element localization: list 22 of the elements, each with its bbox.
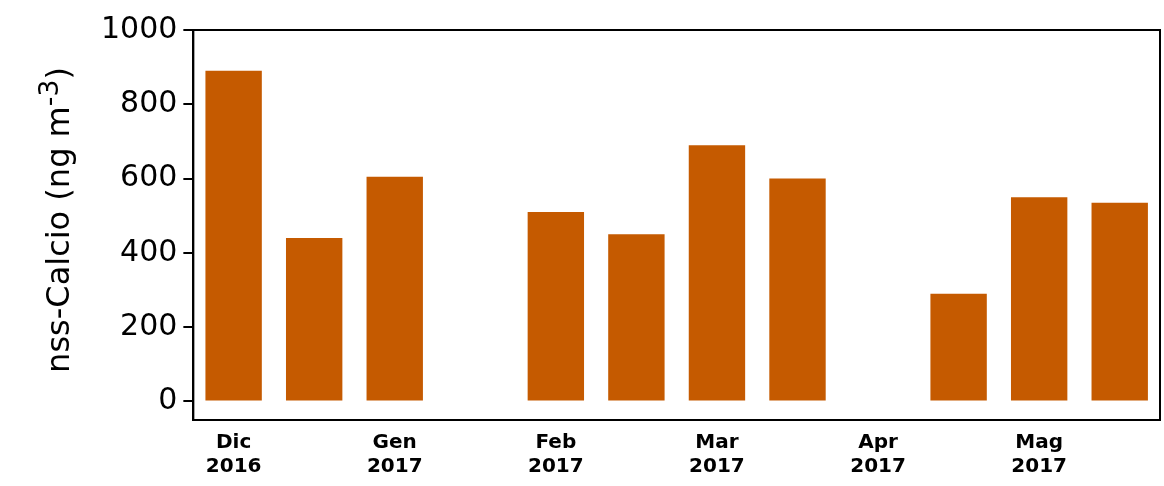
bar	[527, 212, 585, 401]
bar	[769, 178, 826, 401]
y-tick-label: 600	[120, 158, 178, 194]
bar	[688, 145, 746, 401]
x-tick-label: Mar 2017	[689, 429, 745, 478]
y-tick-label: 400	[120, 232, 178, 268]
bar	[1010, 197, 1068, 401]
bar	[930, 293, 987, 401]
y-tick-label: 0	[158, 381, 178, 417]
x-tick-label: Gen 2017	[366, 429, 423, 478]
bar	[366, 176, 423, 401]
x-tick-label: Dic 2016	[205, 429, 262, 478]
bar	[1091, 202, 1148, 401]
y-tick-label: 200	[120, 306, 178, 342]
bar	[608, 234, 665, 401]
y-tick-label: 1000	[100, 9, 178, 45]
x-tick-label: Feb 2017	[528, 429, 584, 478]
x-tick-label: Apr 2017	[850, 429, 906, 478]
y-tick-label: 800	[120, 84, 178, 120]
bar	[205, 70, 262, 401]
x-tick-label: Mag 2017	[1011, 429, 1067, 478]
bar	[285, 238, 343, 401]
